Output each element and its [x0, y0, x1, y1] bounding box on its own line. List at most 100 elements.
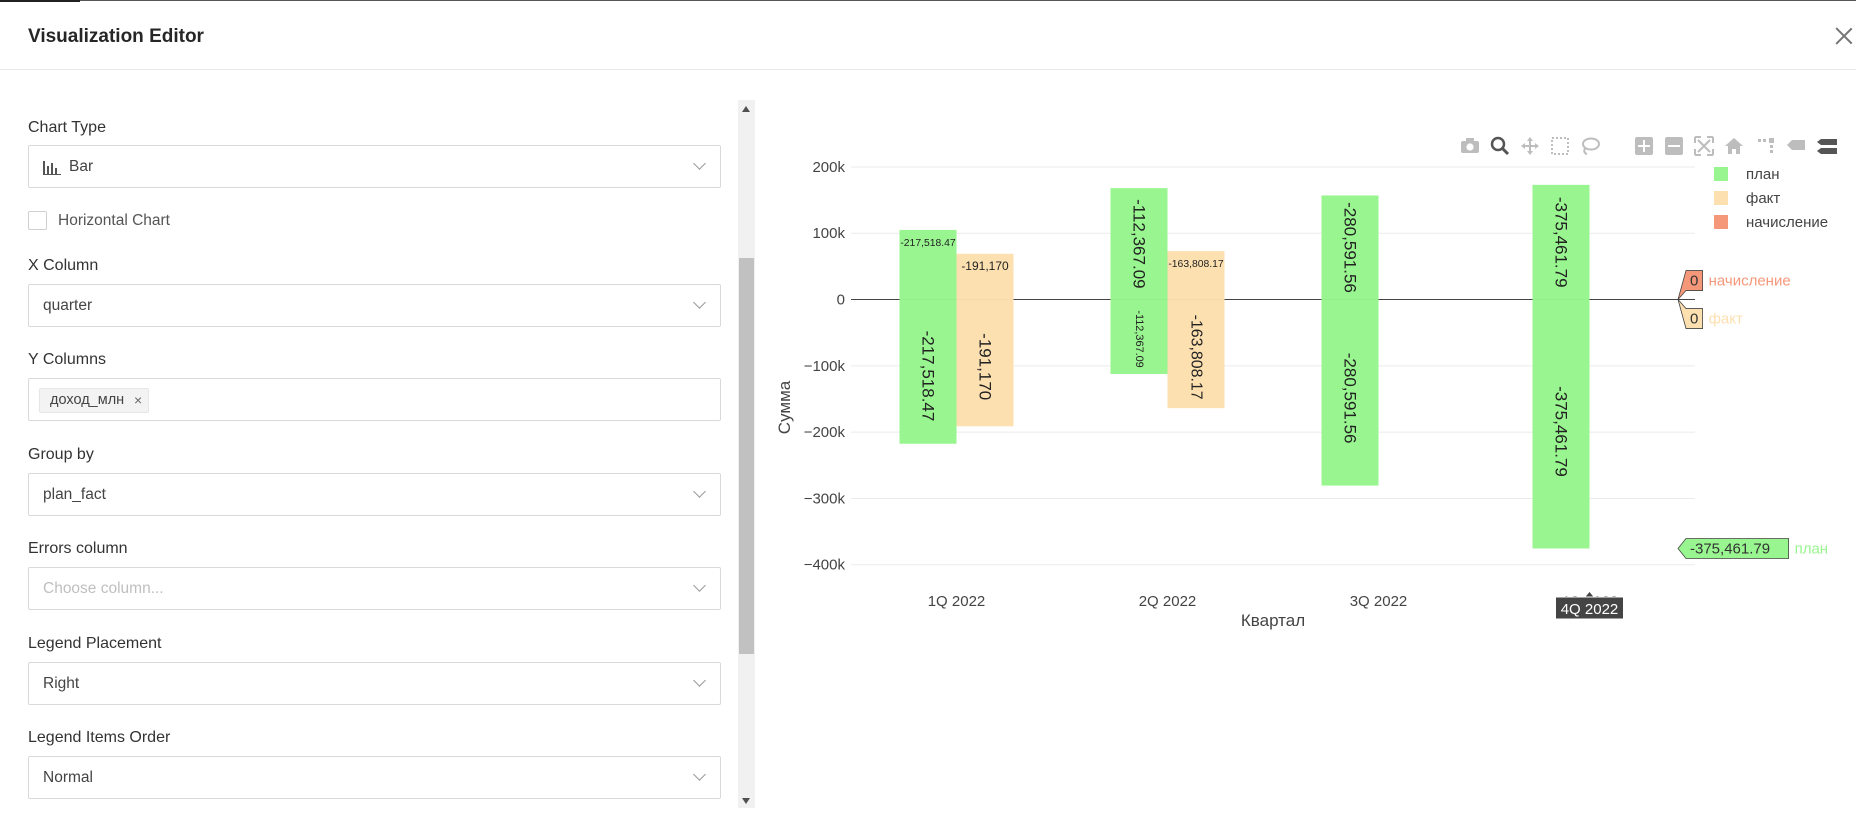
bar-group[interactable]: -163,808.17 -163,808.17: [1167, 251, 1225, 409]
y-columns-select[interactable]: доход_млн ×: [28, 378, 721, 421]
bar-chart-icon: [43, 160, 61, 175]
y-tick-label: −300k: [804, 490, 846, 507]
data-label: -112,367.09: [1130, 199, 1149, 288]
group-by-select[interactable]: plan_fact: [28, 473, 721, 516]
chart-type-select[interactable]: Bar: [28, 145, 721, 188]
settings-scrollbar[interactable]: [738, 100, 755, 808]
data-label: -163,808.17: [1188, 315, 1205, 400]
horizontal-chart-checkbox[interactable]: [28, 211, 47, 230]
bar[interactable]: [1167, 299, 1225, 409]
x-tick-label: 3Q 2022: [1350, 593, 1408, 610]
y-tick-label: −200k: [804, 424, 846, 441]
chevron-down-icon: [694, 159, 706, 171]
settings-pane: Chart Type Bar Horizontal Chart X Column…: [0, 70, 756, 824]
x-column-select[interactable]: quarter: [28, 284, 721, 327]
bar-chart[interactable]: −400k −300k −200k −100k 0 100k 200k 1Q 2022 2Q 2…: [760, 70, 1856, 824]
group-by-value: plan_fact: [43, 486, 106, 503]
x-column-value: quarter: [43, 297, 93, 314]
zoom-icon[interactable]: [1490, 136, 1510, 156]
reset-axes-icon[interactable]: [1725, 138, 1743, 154]
data-label: -163,808.17: [1168, 259, 1224, 270]
bar-group[interactable]: -191,170 -191,170: [956, 253, 1014, 427]
hover-value: -375,461.79: [1690, 540, 1770, 557]
bar[interactable]: [899, 299, 957, 444]
data-label: -217,518.47: [900, 238, 956, 249]
scroll-down-icon[interactable]: [742, 798, 750, 804]
data-label: -280,591.56: [1341, 202, 1360, 293]
y-tick-label: −100k: [804, 358, 846, 375]
legend-items-order-value: Normal: [43, 769, 93, 786]
camera-icon[interactable]: [1461, 138, 1479, 153]
box-select-icon[interactable]: [1551, 137, 1569, 155]
chevron-down-icon: [694, 487, 706, 499]
hover-closest-icon[interactable]: [1787, 140, 1805, 150]
bar-group[interactable]: -280,591.56 -280,591.56: [1321, 195, 1379, 486]
y-column-tag: доход_млн ×: [39, 388, 150, 413]
legend-items-order-label: Legend Items Order: [28, 729, 171, 746]
hover-label: 0 начисление: [1677, 270, 1791, 300]
close-icon[interactable]: [1832, 23, 1856, 49]
bar[interactable]: [956, 253, 1014, 300]
hover-compare-icon[interactable]: [1817, 139, 1837, 154]
bar[interactable]: [1321, 195, 1379, 300]
errors-column-placeholder: Choose column...: [43, 580, 164, 597]
horizontal-chart-label[interactable]: Horizontal Chart: [58, 212, 170, 229]
legend-swatch[interactable]: [1714, 167, 1728, 181]
x-tick-label: 1Q 2022: [928, 593, 986, 610]
chevron-down-icon: [694, 770, 706, 782]
lasso-select-icon[interactable]: [1582, 137, 1600, 155]
bar-group[interactable]: -112,367.09 -112,367.09: [1110, 188, 1168, 375]
data-label: -217,518.47: [919, 331, 938, 422]
data-label: -191,170: [976, 333, 995, 400]
bar[interactable]: [1110, 299, 1168, 375]
spike-lines-icon[interactable]: [1758, 138, 1774, 153]
scrollbar-thumb[interactable]: [739, 258, 754, 654]
remove-tag-icon[interactable]: ×: [133, 392, 143, 408]
hover-x-box: [1555, 596, 1624, 620]
legend-swatch[interactable]: [1714, 191, 1728, 205]
dialog-title: Visualization Editor: [28, 26, 204, 47]
errors-column-label: Errors column: [28, 540, 128, 557]
data-label: -280,591.56: [1341, 353, 1360, 444]
bar[interactable]: [1110, 188, 1168, 300]
hover-label: -375,461.79 план: [1677, 538, 1828, 559]
data-label: -112,367.09: [1133, 310, 1145, 367]
zoom-out-icon[interactable]: [1665, 137, 1683, 155]
bar[interactable]: [899, 229, 957, 300]
hover-label: 0 факт: [1677, 299, 1743, 329]
y-tick-label: −400k: [804, 557, 846, 574]
x-tick-label: 2Q 2022: [1139, 593, 1197, 610]
hover-box: [1677, 538, 1789, 559]
bar[interactable]: [1321, 299, 1379, 486]
window-top-accent: [0, 0, 80, 2]
y-tick-label: 0: [837, 292, 845, 309]
bar-group[interactable]: -375,461.79 -375,461.79: [1532, 184, 1590, 549]
legend-label[interactable]: начисление: [1746, 214, 1828, 231]
legend-placement-label: Legend Placement: [28, 635, 162, 652]
bar[interactable]: [1532, 299, 1590, 549]
bar[interactable]: [1532, 184, 1590, 300]
errors-column-select[interactable]: Choose column...: [28, 567, 721, 610]
legend-label[interactable]: факт: [1746, 190, 1780, 207]
hover-value: 0: [1690, 273, 1698, 290]
legend-swatch[interactable]: [1714, 215, 1728, 229]
bar[interactable]: [1167, 251, 1225, 300]
hover-name: факт: [1709, 311, 1743, 328]
chevron-down-icon: [694, 581, 706, 593]
scroll-up-icon[interactable]: [742, 106, 750, 112]
legend-items-order-select[interactable]: Normal: [28, 756, 721, 799]
y-columns-label: Y Columns: [28, 351, 106, 368]
y-tick-label: 100k: [812, 225, 845, 242]
hover-name: начисление: [1709, 273, 1791, 290]
data-label: -191,170: [961, 259, 1009, 273]
legend-label[interactable]: план: [1746, 166, 1780, 183]
y-tick-label: 200k: [812, 159, 845, 176]
bar-group[interactable]: -217,518.47 -217,518.47: [899, 229, 957, 444]
zoom-in-icon[interactable]: [1635, 137, 1653, 155]
bar[interactable]: [956, 299, 1014, 427]
pan-icon[interactable]: [1521, 137, 1539, 155]
hover-box: [1677, 299, 1703, 329]
chevron-down-icon: [694, 298, 706, 310]
legend-placement-select[interactable]: Right: [28, 662, 721, 705]
autoscale-icon[interactable]: [1694, 136, 1714, 156]
